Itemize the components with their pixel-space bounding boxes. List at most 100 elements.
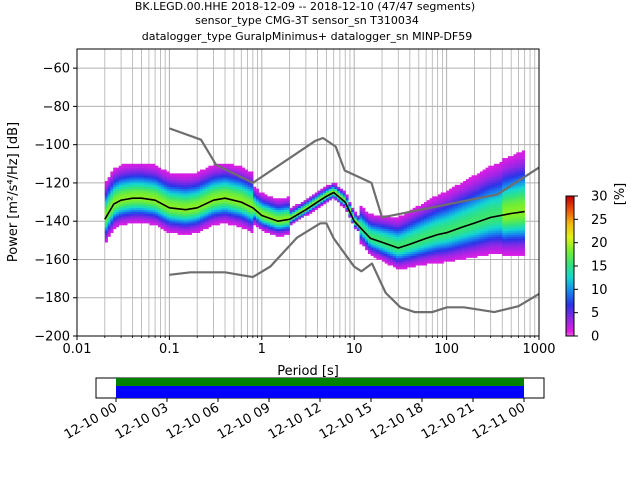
psd-cell (124, 182, 128, 186)
psd-cell (443, 246, 447, 249)
psd-cell (342, 190, 346, 193)
psd-cell (460, 242, 464, 245)
psd-cell (390, 226, 394, 230)
psd-cell (345, 207, 349, 211)
psd-cell (286, 221, 290, 224)
psd-cell (149, 182, 153, 186)
psd-cell (205, 223, 209, 226)
psd-cell (169, 213, 173, 216)
psd-cell (219, 173, 223, 176)
psd-cell (513, 173, 517, 176)
psd-cell (390, 247, 394, 251)
psd-cell (211, 167, 215, 170)
psd-cell (454, 188, 458, 191)
psd-cell (227, 207, 232, 211)
psd-cell (127, 175, 131, 178)
psd-cell (138, 190, 142, 193)
psd-cell (465, 238, 469, 241)
psd-cell (281, 215, 285, 218)
colorbar-segment (566, 314, 574, 317)
psd-cell (505, 211, 509, 214)
psd-cell (510, 190, 514, 193)
psd-cell (337, 198, 341, 201)
psd-cell (418, 257, 422, 260)
psd-cell (116, 179, 120, 182)
psd-cell (216, 171, 220, 174)
psd-cell (493, 226, 497, 230)
psd-cell (432, 196, 436, 199)
psd-cell (429, 209, 433, 212)
psd-cell (152, 165, 156, 168)
psd-cell (116, 211, 120, 214)
psd-cell (465, 246, 469, 249)
psd-cell (183, 230, 187, 233)
psd-cell (362, 234, 366, 237)
psd-cell (370, 246, 374, 249)
psd-cell (194, 217, 198, 220)
colorbar-segment (566, 330, 574, 333)
psd-cell (152, 203, 156, 207)
psd-cell (362, 228, 366, 232)
psd-cell (412, 240, 416, 243)
psd-cell (275, 234, 279, 237)
psd-cell (191, 223, 195, 226)
psd-cell (116, 205, 120, 209)
psd-cell (423, 249, 428, 253)
psd-cell (141, 205, 145, 209)
psd-cell (521, 215, 525, 218)
psd-cell (477, 238, 481, 241)
psd-cell (429, 249, 433, 253)
psd-cell (488, 251, 492, 255)
psd-cell (454, 244, 458, 247)
colorbar-segment (566, 260, 574, 263)
psd-cell (521, 154, 525, 157)
psd-cell (213, 217, 218, 220)
psd-cell (521, 203, 525, 207)
psd-cell (163, 221, 167, 224)
psd-cell (468, 213, 472, 216)
psd-cell (169, 217, 173, 220)
psd-cell (185, 198, 190, 201)
psd-cell (118, 177, 122, 180)
psd-cell (191, 196, 195, 199)
psd-cell (502, 234, 506, 237)
psd-cell (278, 202, 282, 205)
psd-cell (118, 192, 122, 195)
psd-cell (502, 158, 506, 161)
psd-cell (409, 247, 414, 251)
psd-cell (519, 209, 523, 212)
psd-cell (507, 209, 511, 212)
psd-cell (513, 194, 517, 197)
psd-cell (499, 226, 503, 230)
psd-cell (191, 186, 195, 189)
psd-cell (446, 259, 450, 262)
psd-cell (493, 209, 497, 212)
psd-cell (485, 182, 489, 186)
psd-cell (496, 232, 500, 235)
psd-cell (199, 215, 204, 218)
psd-cell (180, 203, 184, 207)
psd-cell (381, 217, 386, 220)
psd-cell (426, 232, 430, 235)
psd-cell (267, 200, 271, 203)
psd-cell (421, 236, 425, 239)
psd-cell (390, 251, 394, 255)
psd-cell (409, 257, 414, 260)
psd-cell (443, 219, 447, 222)
psd-cell (121, 192, 125, 195)
psd-cell (485, 207, 489, 211)
psd-cell (474, 228, 478, 232)
psd-cell (496, 209, 500, 212)
psd-cell (202, 223, 206, 226)
psd-cell (281, 223, 285, 226)
psd-cell (468, 244, 472, 247)
psd-cell (194, 211, 198, 214)
psd-cell (199, 223, 204, 226)
psd-cell (457, 255, 461, 258)
psd-cell (491, 232, 495, 235)
psd-cell (236, 165, 240, 168)
psd-cell (132, 181, 136, 184)
psd-cell (426, 234, 430, 237)
psd-cell (219, 167, 223, 170)
psd-cell (104, 217, 108, 220)
